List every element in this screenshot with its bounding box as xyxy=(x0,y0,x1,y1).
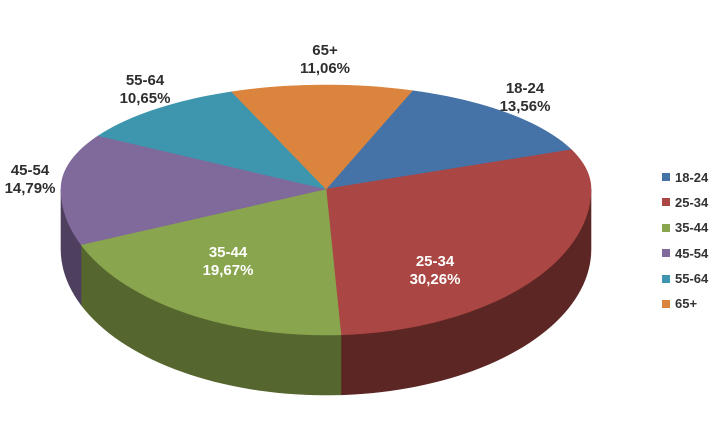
legend-item-18-24[interactable]: 18-24 xyxy=(662,169,708,185)
legend-marker-icon xyxy=(662,249,670,258)
legend-item-25-34[interactable]: 25-34 xyxy=(662,194,708,210)
legend-label: 25-34 xyxy=(675,194,709,210)
legend-marker-icon xyxy=(662,299,670,308)
pie-slice-25-34[interactable] xyxy=(325,149,592,336)
legend-label: 45-54 xyxy=(675,245,709,261)
legend-label: 55-64 xyxy=(675,271,709,287)
legend-marker-icon xyxy=(662,173,670,181)
pie-slice-18-24[interactable] xyxy=(325,90,573,190)
legend-marker-icon xyxy=(662,223,670,232)
pie-slice-65+[interactable] xyxy=(231,84,413,190)
legend-marker-icon xyxy=(662,274,670,283)
legend: 18-24 25-34 35-44 45-54 55-64 65+ xyxy=(662,169,708,321)
legend-item-65+[interactable]: 65+ xyxy=(662,296,708,312)
legend-label: 18-24 xyxy=(675,169,709,185)
legend-marker-icon xyxy=(662,198,670,207)
pie-slice-35-44[interactable] xyxy=(80,188,342,336)
legend-item-35-44[interactable]: 35-44 xyxy=(662,220,708,236)
legend-item-55-64[interactable]: 55-64 xyxy=(662,271,708,287)
pie-slice-45-54[interactable] xyxy=(60,135,327,246)
legend-label: 35-44 xyxy=(675,220,709,236)
pie-slice-55-64[interactable] xyxy=(97,91,327,190)
legend-item-45-54[interactable]: 45-54 xyxy=(662,245,708,261)
legend-label: 65+ xyxy=(675,296,698,312)
